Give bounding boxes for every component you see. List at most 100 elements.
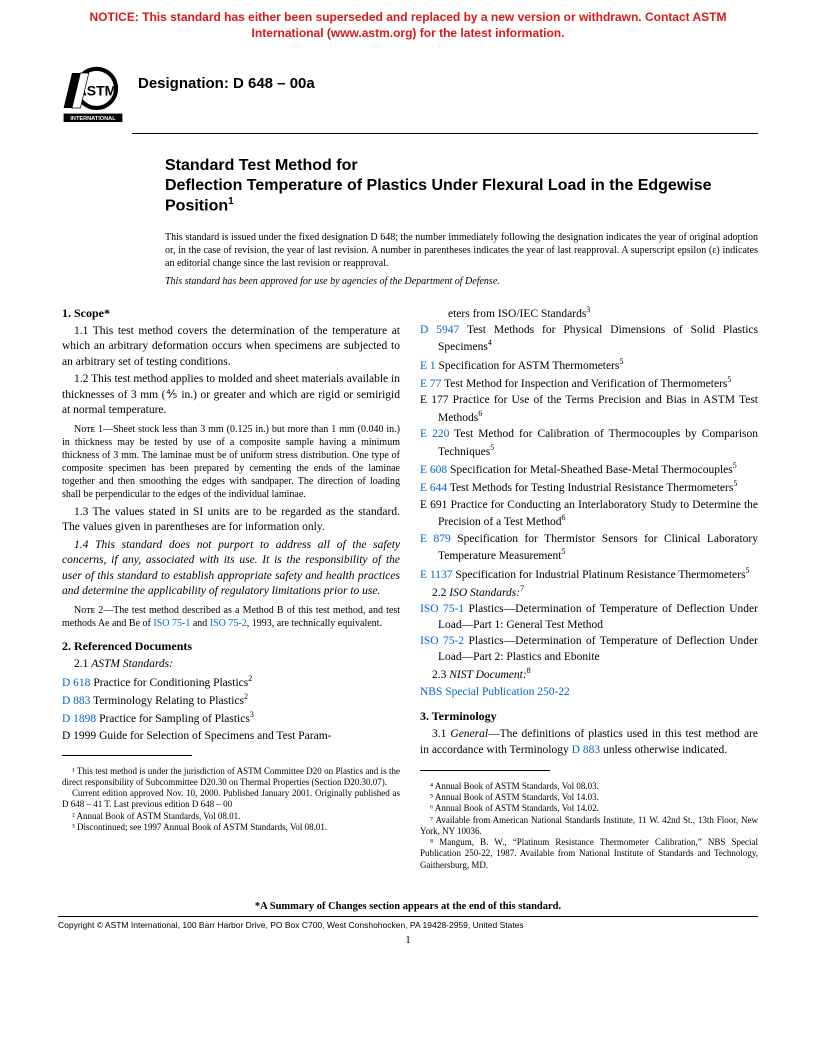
sub23-sup: 8 — [527, 666, 531, 675]
ref-text: Test Method for Calibration of Thermocou… — [438, 428, 758, 457]
ref-item: E 691 Practice for Conducting an Interla… — [420, 498, 758, 531]
note2-link-iso751[interactable]: ISO 75-1 — [153, 618, 190, 629]
ref-code: D 1999 — [62, 730, 96, 742]
astm-logo: ASTM INTERNATIONAL — [58, 59, 128, 129]
title-line2: Deflection Temperature of Plastics Under… — [165, 176, 758, 216]
footnote: ⁸ Mangum, B. W., “Platinum Resistance Th… — [420, 837, 758, 871]
ref-item: ISO 75-1 Plastics—Determination of Tempe… — [420, 602, 758, 633]
ref-sup: 5 — [727, 375, 731, 384]
ref-code[interactable]: ISO 75-2 — [420, 635, 464, 647]
column-right: eters from ISO/IEC Standards3 D 5947 Tes… — [420, 305, 758, 871]
ref-item: E 644 Test Methods for Testing Industria… — [420, 479, 758, 496]
note2-mid: and — [190, 618, 209, 629]
footnote: ² Annual Book of ASTM Standards, Vol 08.… — [62, 811, 400, 822]
header-rule — [132, 133, 758, 134]
ref-code[interactable]: D 5947 — [420, 324, 459, 336]
footnote: ³ Discontinued; see 1997 Annual Book of … — [62, 822, 400, 833]
ref-sup: 5 — [733, 461, 737, 470]
ref-text: Specification for Thermistor Sensors for… — [438, 533, 758, 562]
ref-text: Test Methods for Physical Dimensions of … — [438, 324, 758, 353]
sec3-heading: 3. Terminology — [420, 708, 758, 724]
ref-text: Specification for Industrial Platinum Re… — [452, 568, 745, 580]
designation: Designation: D 648 – 00a — [138, 75, 315, 92]
p31-post: unless otherwise indicated. — [600, 744, 727, 756]
ref-item: E 220 Test Method for Calibration of The… — [420, 427, 758, 460]
two-column-body: 1. Scope* 1.1 This test method covers th… — [62, 305, 758, 871]
ref-code[interactable]: E 1137 — [420, 568, 452, 580]
summary-changes-note: *A Summary of Changes section appears at… — [0, 901, 816, 912]
ref-sup: 2 — [248, 674, 252, 683]
ref-code[interactable]: E 77 — [420, 378, 441, 390]
ref-text: Plastics—Determination of Temperature of… — [438, 635, 758, 663]
title-block: Standard Test Method for Deflection Temp… — [165, 156, 758, 216]
ref-code: E 691 — [420, 499, 447, 511]
ref-code[interactable]: D 883 — [62, 695, 90, 707]
issuance-note: This standard is issued under the fixed … — [165, 231, 758, 270]
ref-text: Guide for Selection of Specimens and Tes… — [96, 730, 331, 742]
ref-sup: 5 — [619, 357, 623, 366]
ref-sup: 4 — [488, 338, 492, 347]
note2-post: , 1993, are technically equivalent. — [247, 618, 382, 629]
ref-text: Terminology Relating to Plastics — [90, 695, 244, 707]
ref-item: D 5947 Test Methods for Physical Dimensi… — [420, 323, 758, 356]
ref-code[interactable]: E 1 — [420, 360, 436, 372]
footnote: ⁵ Annual Book of ASTM Standards, Vol 14.… — [420, 792, 758, 803]
para-1-3: 1.3 The values stated in SI units are to… — [62, 505, 400, 536]
ref-sup: 2 — [244, 692, 248, 701]
ref-code[interactable]: E 220 — [420, 428, 449, 440]
ref-sup: 5 — [490, 443, 494, 452]
ref-sup: 6 — [562, 513, 566, 522]
note-1: Nᴏᴛᴇ 1—Sheet stock less than 3 mm (0.125… — [62, 423, 400, 501]
ref-code[interactable]: D 1898 — [62, 713, 96, 725]
footnote-rule-right — [420, 770, 550, 775]
sub-2-2: 2.2 ISO Standards:7 — [420, 584, 758, 601]
p31-link[interactable]: D 883 — [572, 744, 600, 756]
ref-sup: 5 — [745, 566, 749, 575]
ref-code[interactable]: E 879 — [420, 533, 451, 545]
ref-text: Specification for ASTM Thermometers — [436, 360, 620, 372]
ref-item: E 608 Specification for Metal-Sheathed B… — [420, 461, 758, 478]
ref-cont-sup: 3 — [586, 305, 590, 314]
ref-item: D 618 Practice for Conditioning Plastics… — [62, 674, 400, 691]
footnote: ⁷ Available from American National Stand… — [420, 815, 758, 838]
column-left: 1. Scope* 1.1 This test method covers th… — [62, 305, 400, 871]
ref-code[interactable]: ISO 75-1 — [420, 603, 464, 615]
ref-text: Practice for Use of the Terms Precision … — [438, 394, 758, 423]
ref-code[interactable]: D 618 — [62, 676, 90, 688]
sub-2-3: 2.3 NIST Document:8 — [420, 666, 758, 683]
ref-sup: 5 — [561, 547, 565, 556]
ref-code: E 177 — [420, 394, 448, 406]
page-number: 1 — [0, 934, 816, 946]
ref-sup: 3 — [250, 710, 254, 719]
ref-text: Test Method for Inspection and Verificat… — [441, 378, 727, 390]
ref-list-right: D 5947 Test Methods for Physical Dimensi… — [420, 323, 758, 583]
para-1-2: 1.2 This test method applies to molded a… — [62, 372, 400, 419]
ref-cont: eters from ISO/IEC Standards3 — [420, 305, 758, 322]
ref-item: D 1999 Guide for Selection of Specimens … — [62, 729, 400, 745]
ref-code[interactable]: E 644 — [420, 482, 447, 494]
ref-text: Test Methods for Testing Industrial Resi… — [447, 482, 733, 494]
dod-note: This standard has been approved for use … — [165, 276, 758, 287]
copyright-line: Copyright © ASTM International, 100 Barr… — [58, 916, 758, 930]
note-2: Nᴏᴛᴇ 2—The test method described as a Me… — [62, 604, 400, 630]
ref-text: Practice for Conducting an Interlaborato… — [438, 499, 758, 528]
ref-item: ISO 75-2 Plastics—Determination of Tempe… — [420, 634, 758, 665]
ref-cont-text: eters from ISO/IEC Standards — [448, 307, 586, 319]
note2-link-iso752[interactable]: ISO 75-2 — [210, 618, 247, 629]
footnote: ⁴ Annual Book of ASTM Standards, Vol 08.… — [420, 781, 758, 792]
ref-item: D 883 Terminology Relating to Plastics2 — [62, 692, 400, 709]
ref-item: E 77 Test Method for Inspection and Veri… — [420, 375, 758, 392]
ref-item: E 177 Practice for Use of the Terms Prec… — [420, 393, 758, 426]
ref-item: E 1137 Specification for Industrial Plat… — [420, 566, 758, 583]
footnote-rule-left — [62, 755, 192, 760]
para-1-1: 1.1 This test method covers the determin… — [62, 324, 400, 371]
ref-text: Plastics—Determination of Temperature of… — [438, 603, 758, 631]
footnote: Current edition approved Nov. 10, 2000. … — [62, 788, 400, 811]
ref-code[interactable]: E 608 — [420, 464, 447, 476]
ref-item: E 879 Specification for Thermistor Senso… — [420, 532, 758, 565]
ref-sup: 5 — [733, 479, 737, 488]
svg-text:INTERNATIONAL: INTERNATIONAL — [70, 116, 116, 122]
notice-banner: NOTICE: This standard has either been su… — [0, 0, 816, 41]
nbs-ref[interactable]: NBS Special Publication 250-22 — [420, 685, 758, 701]
title-line1: Standard Test Method for — [165, 156, 758, 176]
